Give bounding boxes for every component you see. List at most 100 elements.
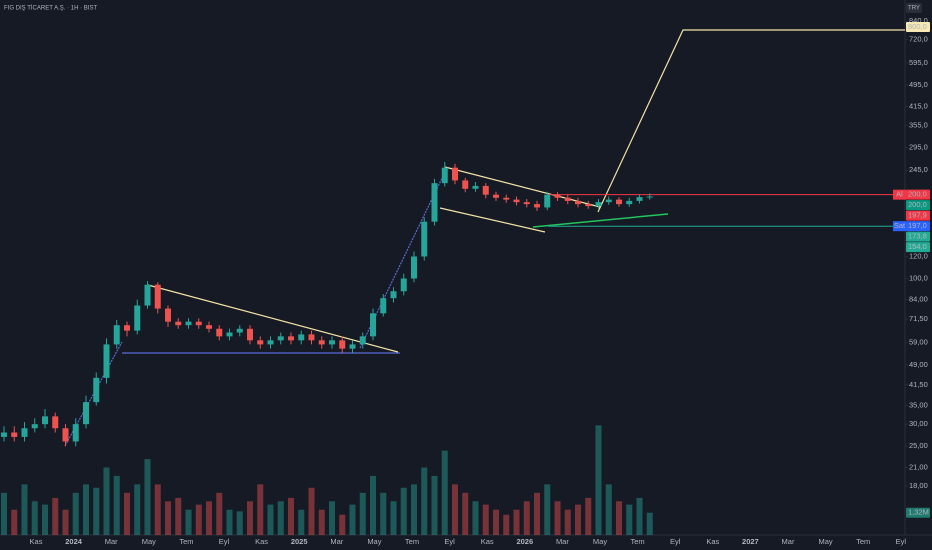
candle-body (472, 185, 479, 189)
y-tick-label: 84,00 (909, 295, 928, 304)
volume-bar (277, 501, 284, 535)
x-tick-label: 2024 (65, 537, 83, 546)
volume-bar (165, 501, 171, 535)
y-tick-label: 355,0 (909, 120, 928, 129)
volume-bar (554, 501, 561, 535)
candle-body (339, 340, 346, 349)
volume-bar (605, 484, 612, 535)
price-tag-label: 154,0 (908, 242, 927, 251)
candle-body (206, 325, 212, 329)
volume-bar (226, 509, 233, 535)
candle-body (124, 325, 130, 331)
y-tick-label: 720,0 (909, 35, 928, 44)
y-tick-label: 41,50 (909, 380, 928, 389)
x-tick-label: 2025 (291, 537, 308, 546)
candle-body (493, 194, 499, 198)
volume-bar (339, 514, 346, 535)
candle-body (636, 197, 643, 201)
price-tag: 800,0 (906, 22, 930, 32)
target-line (597, 29, 905, 213)
candle-body (575, 200, 581, 205)
candle-body (72, 424, 79, 442)
candle-body (646, 196, 653, 198)
y-tick-label: 25,00 (909, 441, 928, 450)
candle-body (462, 180, 469, 189)
volume-bar (308, 487, 315, 535)
x-tick-label: Kas (30, 537, 43, 546)
candle-body (277, 336, 284, 341)
candle-body (288, 336, 294, 341)
trend-line (359, 171, 446, 349)
volume-bar (257, 484, 264, 535)
y-tick-label: 30,00 (909, 419, 928, 428)
x-tick-label: May (593, 537, 607, 546)
volume-bar (206, 501, 212, 535)
volume-bar (421, 467, 428, 535)
volume-bar (370, 475, 376, 535)
candle-body (400, 278, 407, 292)
y-tick-label: 840,0 (909, 16, 928, 25)
x-tick-label: Mar (782, 537, 795, 546)
y-tick-label: 295,0 (909, 143, 928, 152)
candle-body (503, 197, 510, 200)
volume-bar (626, 504, 633, 535)
price-tag-label: 197,9 (908, 211, 927, 220)
candle-body (165, 308, 171, 322)
currency: TRY (908, 6, 920, 12)
x-tick-label: Tem (405, 537, 419, 546)
candle-body (329, 340, 335, 345)
candle-body (257, 340, 264, 345)
y-tick-label: 71,50 (909, 314, 928, 323)
price-tag: 200,0 Al (893, 190, 930, 200)
volume-bar (564, 509, 571, 535)
volume-bar (175, 497, 182, 535)
price-tag-box (906, 221, 930, 232)
volume-bar (585, 497, 592, 535)
candle-body (42, 416, 48, 425)
price-tag-tag: Sat (894, 221, 906, 230)
candle-body (534, 204, 540, 208)
candle-body (216, 328, 223, 337)
volume-bar (288, 497, 294, 535)
y-tick-label: 120,0 (909, 251, 928, 260)
candle-body (298, 334, 305, 341)
candle-body (144, 284, 151, 306)
x-tick-label: Kas (255, 537, 268, 546)
candle-body (21, 428, 28, 437)
volume-bar (247, 501, 253, 535)
x-tick-label: 2026 (516, 537, 533, 546)
y-tick-label: 21,00 (909, 462, 928, 471)
price-tag: 197,9 (906, 211, 930, 221)
candle-body (421, 221, 428, 257)
volume-bar (636, 497, 643, 535)
volume-bar (452, 484, 458, 535)
candle-body (226, 332, 233, 337)
candle-body (1, 432, 7, 437)
price-tag-tag-box (893, 221, 906, 232)
x-tick-label: May (367, 537, 381, 546)
candle-body (236, 328, 243, 333)
x-tick-label: Eyl (670, 537, 681, 546)
candle-body (544, 194, 551, 208)
candle-body (185, 321, 192, 326)
candle-body (154, 284, 161, 309)
candle-body (380, 298, 387, 314)
y-tick-label: 100,0 (909, 274, 928, 283)
x-tick-label: Eyl (219, 537, 230, 546)
volume-bar (236, 511, 243, 535)
volume-bar (493, 509, 499, 535)
volume-bar (503, 514, 510, 535)
price-tag-box (906, 200, 930, 211)
volume-bar (42, 504, 48, 535)
x-tick-label: May (142, 537, 156, 546)
volume-bar (462, 492, 469, 535)
volume-bar (216, 492, 223, 535)
price-tag: 200,0 (906, 200, 930, 211)
candle-body (349, 344, 356, 349)
volume-bar (185, 509, 192, 535)
x-tick-label: Mar (556, 537, 569, 546)
x-tick-label: 2027 (742, 537, 759, 546)
price-tag-box (906, 242, 930, 253)
candle-body (267, 340, 274, 345)
